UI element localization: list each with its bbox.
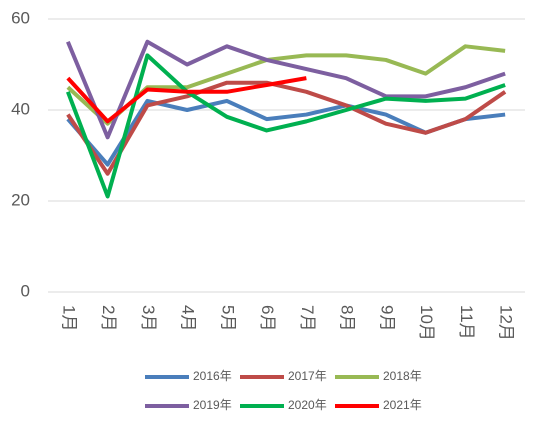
legend-label: 2018年 <box>383 369 422 383</box>
x-tick-label: 2月 <box>99 305 118 331</box>
legend-label: 2020年 <box>288 398 327 412</box>
legend-label: 2017年 <box>288 369 327 383</box>
legend-label: 2019年 <box>193 398 232 412</box>
y-tick-label: 20 <box>11 190 30 209</box>
x-tick-label: 12月 <box>497 305 516 341</box>
x-tick-label: 11月 <box>457 305 476 340</box>
x-tick-label: 1月 <box>59 305 78 331</box>
series-line <box>66 80 507 176</box>
x-tick-label: 3月 <box>139 305 158 331</box>
x-tick-label: 8月 <box>338 305 357 331</box>
x-tick-label: 5月 <box>218 305 237 331</box>
legend-label: 2016年 <box>193 369 232 383</box>
x-tick-label: 6月 <box>258 305 277 331</box>
series-line <box>66 53 506 199</box>
series-line <box>66 39 506 140</box>
y-tick-label: 60 <box>11 8 30 27</box>
x-tick-label: 4月 <box>179 305 198 331</box>
x-tick-label: 10月 <box>417 305 436 341</box>
y-tick-label: 0 <box>21 281 30 300</box>
series-line <box>66 76 307 124</box>
y-tick-label: 40 <box>11 99 30 118</box>
x-tick-label: 9月 <box>377 305 396 331</box>
x-tick-label: 7月 <box>298 305 317 331</box>
legend-label: 2021年 <box>383 398 422 412</box>
